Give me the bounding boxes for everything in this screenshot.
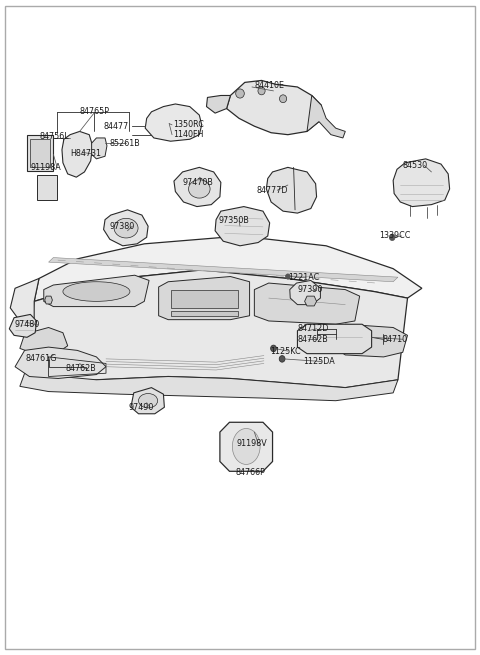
Bar: [36, 175, 57, 200]
Polygon shape: [174, 168, 221, 206]
Text: 1221AC: 1221AC: [288, 273, 319, 282]
Text: 84777D: 84777D: [257, 186, 288, 195]
Polygon shape: [298, 324, 372, 354]
Text: 84766P: 84766P: [235, 468, 265, 477]
Polygon shape: [305, 296, 317, 306]
Polygon shape: [92, 138, 107, 159]
Text: 97390: 97390: [298, 285, 323, 294]
Text: 84765P: 84765P: [79, 107, 109, 117]
Polygon shape: [104, 210, 148, 246]
Polygon shape: [145, 104, 202, 141]
Text: 84712D: 84712D: [298, 324, 329, 333]
Text: H84731: H84731: [70, 149, 101, 158]
Polygon shape: [220, 422, 273, 472]
Ellipse shape: [286, 274, 290, 279]
Ellipse shape: [139, 394, 157, 408]
Text: 84477: 84477: [104, 122, 129, 131]
Polygon shape: [10, 278, 39, 334]
Polygon shape: [254, 283, 360, 324]
Polygon shape: [227, 81, 322, 135]
Polygon shape: [44, 275, 149, 307]
Ellipse shape: [114, 218, 138, 238]
Text: 84410E: 84410E: [254, 81, 284, 90]
Polygon shape: [9, 314, 36, 337]
Text: 97380: 97380: [110, 221, 135, 231]
Polygon shape: [206, 96, 230, 113]
Text: 1339CC: 1339CC: [379, 231, 410, 240]
Text: 97480: 97480: [14, 320, 39, 329]
Text: 84762B: 84762B: [65, 364, 96, 373]
Polygon shape: [266, 168, 317, 213]
Ellipse shape: [63, 282, 130, 301]
Polygon shape: [34, 236, 422, 301]
Ellipse shape: [279, 356, 285, 362]
Polygon shape: [62, 132, 93, 177]
Text: 91198A: 91198A: [30, 163, 61, 172]
Text: 91198V: 91198V: [236, 440, 267, 448]
Polygon shape: [20, 328, 68, 354]
Ellipse shape: [236, 89, 244, 98]
Ellipse shape: [271, 345, 276, 352]
Ellipse shape: [258, 87, 265, 95]
Text: 84530: 84530: [403, 161, 428, 170]
Bar: [170, 310, 238, 316]
Text: 84756L: 84756L: [40, 132, 70, 141]
Polygon shape: [158, 276, 250, 320]
Ellipse shape: [389, 234, 395, 240]
Polygon shape: [131, 388, 164, 414]
Polygon shape: [393, 159, 450, 206]
Text: 1140FH: 1140FH: [173, 130, 204, 139]
Text: 97350B: 97350B: [218, 216, 249, 225]
Text: 1125DA: 1125DA: [303, 357, 335, 366]
Text: 1350RC: 1350RC: [173, 121, 204, 130]
Polygon shape: [336, 324, 408, 357]
Polygon shape: [20, 373, 398, 401]
Ellipse shape: [232, 428, 260, 464]
Text: 97490: 97490: [129, 403, 155, 412]
Polygon shape: [15, 347, 106, 379]
Text: 1125KC: 1125KC: [270, 346, 300, 356]
Text: 97470B: 97470B: [182, 178, 214, 187]
Polygon shape: [48, 257, 398, 282]
Bar: [27, 135, 53, 171]
Polygon shape: [307, 96, 345, 138]
Text: 84762B: 84762B: [298, 335, 328, 344]
Text: 84710: 84710: [383, 335, 408, 344]
Polygon shape: [215, 206, 270, 246]
Text: 84761G: 84761G: [25, 354, 57, 364]
Polygon shape: [290, 280, 321, 305]
Polygon shape: [24, 270, 408, 388]
Bar: [170, 290, 238, 308]
Bar: [30, 140, 49, 167]
Ellipse shape: [189, 179, 210, 198]
Polygon shape: [45, 296, 52, 304]
Ellipse shape: [279, 95, 287, 103]
Text: 85261B: 85261B: [110, 139, 141, 147]
